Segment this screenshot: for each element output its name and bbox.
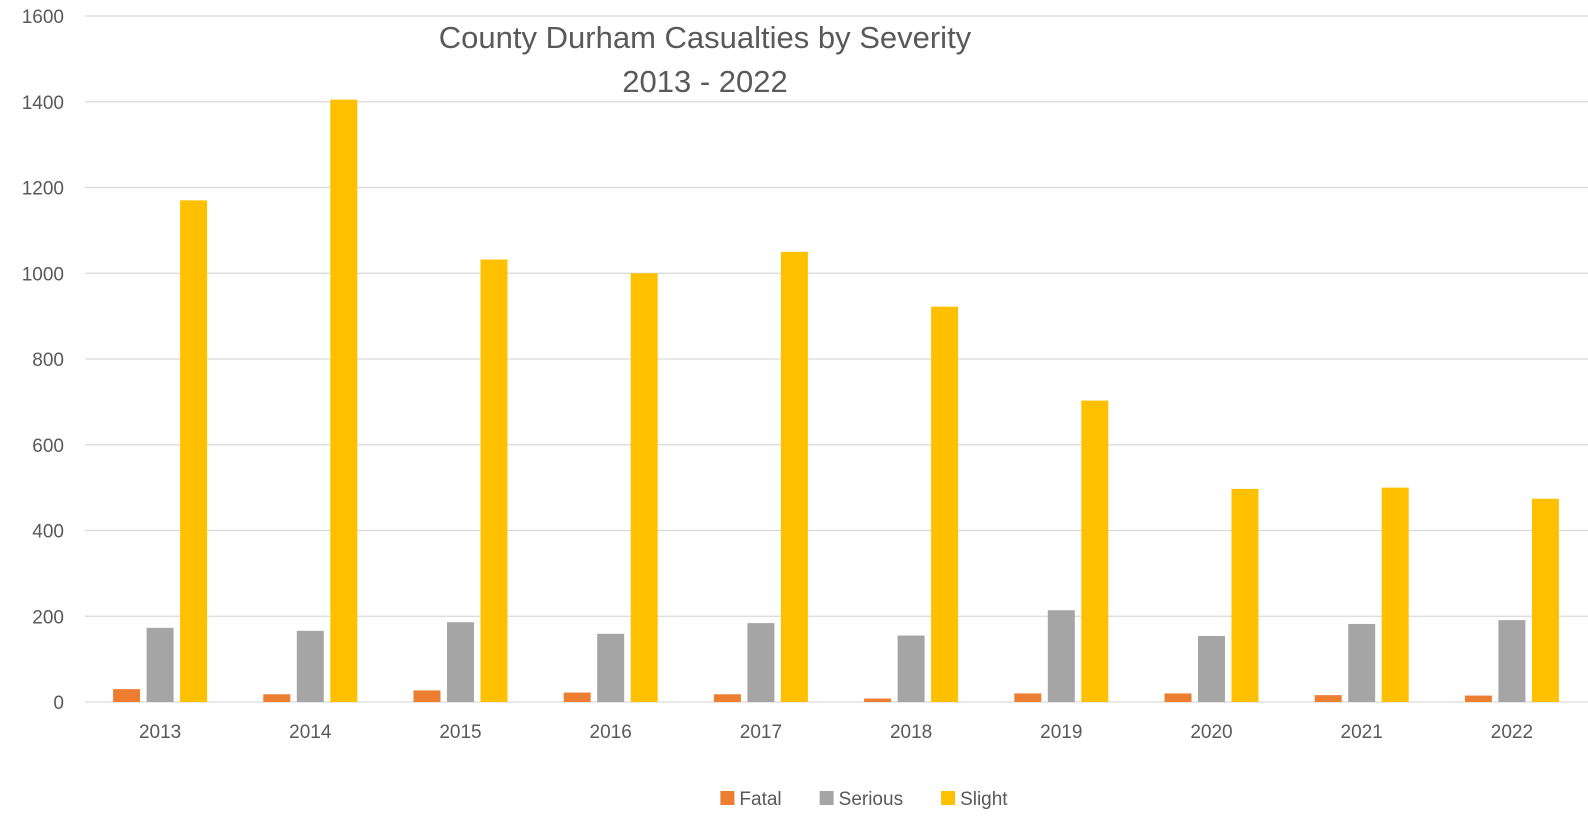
- x-tick-label: 2019: [1040, 722, 1082, 743]
- bar-group-2019: [1014, 401, 1108, 702]
- bar-slight-2021: [1382, 488, 1409, 702]
- bar-fatal-2016: [564, 693, 591, 702]
- x-tick-label: 2013: [139, 722, 181, 743]
- y-tick-label: 200: [32, 607, 64, 628]
- x-tick-label: 2018: [890, 722, 932, 743]
- x-tick-label: 2015: [439, 722, 481, 743]
- legend-swatch-slight: [941, 791, 955, 805]
- bar-fatal-2018: [864, 699, 891, 702]
- bar-serious-2015: [447, 622, 474, 702]
- x-tick-label: 2017: [740, 722, 782, 743]
- y-axis-tick-labels: 0 200 400 600 800 1000 1200 1400 1600: [22, 7, 64, 714]
- bar-group-2021: [1315, 488, 1409, 702]
- x-tick-label: 2021: [1341, 722, 1383, 743]
- x-tick-label: 2014: [289, 722, 332, 743]
- x-axis-tick-labels: 2013 2014 2015 2016 2017 2018 2019 2020 2021 2022: [139, 722, 1533, 743]
- x-tick-label: 2022: [1491, 722, 1533, 743]
- legend-item-serious: Serious: [820, 789, 903, 810]
- bar-fatal-2019: [1014, 693, 1041, 702]
- bar-fatal-2013: [113, 689, 140, 702]
- bar-slight-2016: [631, 273, 658, 702]
- y-tick-label: 1400: [22, 93, 64, 114]
- chart-subtitle: 2013 - 2022: [622, 64, 787, 99]
- bar-serious-2017: [747, 623, 774, 702]
- bar-fatal-2021: [1315, 695, 1342, 702]
- bar-serious-2021: [1348, 624, 1375, 702]
- bars: [113, 100, 1559, 702]
- y-tick-label: 1200: [22, 179, 64, 200]
- bar-slight-2020: [1232, 489, 1259, 702]
- gridlines: [85, 16, 1588, 702]
- y-tick-label: 800: [32, 350, 64, 371]
- y-tick-label: 400: [32, 522, 64, 543]
- bar-serious-2020: [1198, 636, 1225, 702]
- bar-fatal-2017: [714, 694, 741, 702]
- bar-fatal-2022: [1465, 696, 1492, 702]
- legend-label-serious: Serious: [839, 789, 903, 810]
- bar-group-2017: [714, 252, 808, 702]
- bar-group-2016: [564, 273, 658, 702]
- bar-serious-2019: [1048, 610, 1075, 702]
- bar-serious-2018: [898, 636, 925, 702]
- bar-group-2014: [263, 100, 357, 702]
- y-tick-label: 600: [32, 436, 64, 457]
- bar-group-2018: [864, 307, 958, 702]
- legend-swatch-serious: [820, 791, 834, 805]
- bar-group-2015: [414, 260, 508, 702]
- legend: Fatal Serious Slight: [720, 789, 1008, 810]
- legend-label-fatal: Fatal: [739, 789, 781, 810]
- x-tick-label: 2020: [1190, 722, 1232, 743]
- bar-group-2020: [1165, 489, 1259, 702]
- bar-slight-2013: [180, 200, 207, 702]
- legend-item-fatal: Fatal: [720, 789, 781, 810]
- bar-serious-2016: [597, 634, 624, 702]
- bar-slight-2017: [781, 252, 808, 702]
- x-tick-label: 2016: [590, 722, 632, 743]
- y-tick-label: 1000: [22, 264, 64, 285]
- bar-slight-2014: [330, 100, 357, 702]
- bar-slight-2018: [931, 307, 958, 702]
- bar-group-2022: [1465, 499, 1559, 702]
- bar-serious-2022: [1498, 620, 1525, 702]
- bar-slight-2019: [1081, 401, 1108, 702]
- bar-serious-2014: [297, 631, 324, 702]
- legend-item-slight: Slight: [941, 789, 1008, 810]
- legend-swatch-fatal: [720, 791, 734, 805]
- bar-slight-2015: [481, 260, 508, 702]
- bar-slight-2022: [1532, 499, 1559, 702]
- bar-serious-2013: [147, 628, 174, 702]
- y-tick-label: 0: [53, 693, 64, 714]
- bar-fatal-2014: [263, 694, 290, 702]
- y-tick-label: 1600: [22, 7, 64, 28]
- bar-fatal-2015: [414, 690, 441, 702]
- bar-fatal-2020: [1165, 693, 1192, 702]
- bar-group-2013: [113, 200, 207, 702]
- chart-title: County Durham Casualties by Severity: [439, 20, 972, 55]
- legend-label-slight: Slight: [960, 789, 1008, 810]
